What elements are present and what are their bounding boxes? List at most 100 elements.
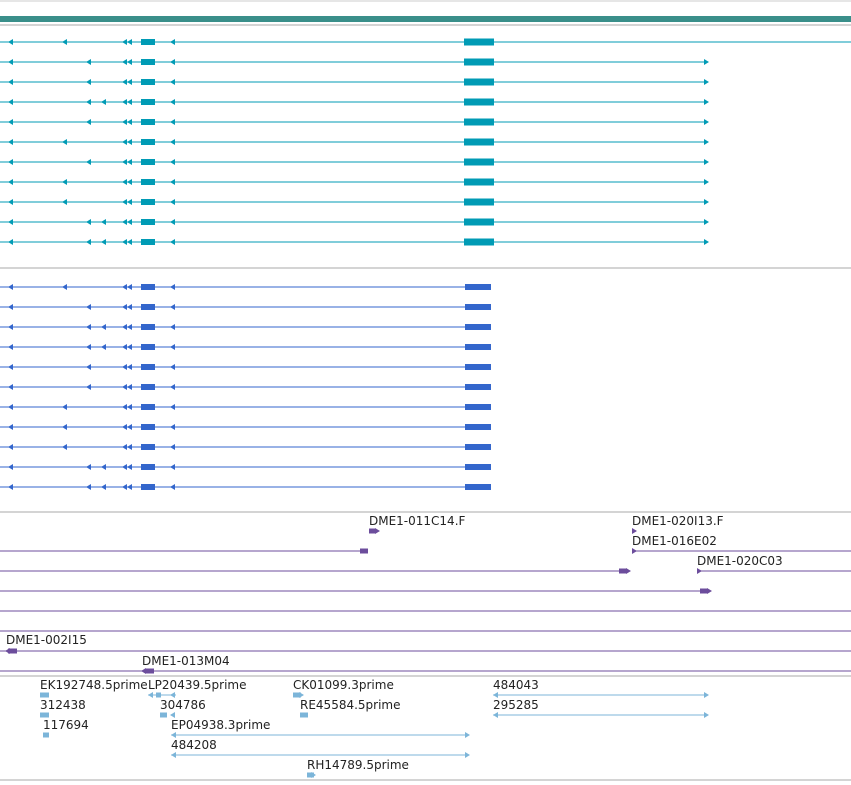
est-label-lp20439[interactable]: LP20439.5prime — [148, 678, 247, 692]
exon-arrow — [8, 79, 13, 85]
exon-arrow — [8, 179, 13, 185]
exon-block — [141, 119, 155, 125]
exon-arrow — [86, 384, 91, 390]
exon-block — [141, 484, 155, 490]
exon-arrow — [170, 219, 175, 225]
exon-block — [465, 484, 491, 490]
exon-arrow — [86, 99, 91, 105]
exon-arrow — [170, 99, 175, 105]
exon-arrow — [127, 179, 132, 185]
est-label-ep04938[interactable]: EP04938.3prime — [171, 718, 271, 732]
exon-arrow — [704, 79, 709, 85]
exon-arrow — [122, 99, 127, 105]
clone-label-020i13[interactable]: DME1-020I13.F — [632, 514, 724, 528]
exon-block — [464, 218, 494, 226]
exon-block — [141, 344, 155, 350]
exon-arrow — [704, 692, 709, 698]
exon-arrow — [127, 139, 132, 145]
clone-label-013m04[interactable]: DME1-013M04 — [142, 654, 230, 668]
exon-block — [300, 712, 308, 718]
exon-block — [40, 712, 49, 718]
exon-arrow — [170, 404, 175, 410]
exon-arrow — [170, 692, 175, 698]
exon-arrow — [704, 239, 709, 245]
clone-label-020c03[interactable]: DME1-020C03 — [697, 554, 783, 568]
exon-arrow — [170, 424, 175, 430]
exon-arrow — [8, 384, 13, 390]
exon-arrow — [8, 159, 13, 165]
exon-arrow — [127, 464, 132, 470]
exon-arrow — [170, 484, 175, 490]
est-label-484208[interactable]: 484208 — [171, 738, 217, 752]
exon-arrow — [170, 199, 175, 205]
exon-arrow — [170, 364, 175, 370]
exon-block — [464, 138, 494, 146]
exon-block — [43, 732, 49, 738]
exon-arrow — [62, 39, 67, 45]
exon-arrow — [62, 424, 67, 430]
est-label-re45584[interactable]: RE45584.5prime — [300, 698, 401, 712]
exon-block — [141, 284, 155, 290]
exon-arrow — [170, 179, 175, 185]
exon-arrow — [101, 464, 106, 470]
exon-arrow — [465, 752, 470, 758]
clone-label-016e02[interactable]: DME1-016E02 — [632, 534, 717, 548]
exon-block — [141, 324, 155, 330]
exon-arrow — [299, 692, 304, 698]
est-label-304786[interactable]: 304786 — [160, 698, 206, 712]
exon-arrow — [8, 464, 13, 470]
exon-block — [465, 364, 491, 370]
clone-label-011c14[interactable]: DME1-011C14.F — [369, 514, 466, 528]
clone-label-002i15[interactable]: DME1-002I15 — [6, 633, 87, 647]
est-label-ek192748[interactable]: EK192748.5prime — [40, 678, 148, 692]
exon-arrow — [122, 39, 127, 45]
exon-arrow — [170, 284, 175, 290]
exon-arrow — [62, 404, 67, 410]
est-label-484043[interactable]: 484043 — [493, 678, 539, 692]
est-label-312438[interactable]: 312438 — [40, 698, 86, 712]
exon-arrow — [170, 344, 175, 350]
est-label-rh14789[interactable]: RH14789.5prime — [307, 758, 409, 772]
exon-arrow — [8, 119, 13, 125]
region-band — [0, 16, 851, 22]
exon-arrow — [704, 139, 709, 145]
exon-block — [141, 59, 155, 65]
exon-arrow — [127, 199, 132, 205]
exon-arrow — [62, 179, 67, 185]
est-label-117694[interactable]: 117694 — [43, 718, 89, 732]
exon-arrow — [62, 199, 67, 205]
exon-block — [141, 304, 155, 310]
exon-arrow — [86, 159, 91, 165]
exon-arrow — [122, 79, 127, 85]
exon-block — [141, 79, 155, 85]
exon-arrow — [8, 304, 13, 310]
exon-arrow — [8, 39, 13, 45]
exon-arrow — [704, 179, 709, 185]
exon-arrow — [704, 199, 709, 205]
exon-arrow — [170, 159, 175, 165]
exon-block — [464, 38, 494, 46]
est-label-295285[interactable]: 295285 — [493, 698, 539, 712]
exon-arrow — [704, 59, 709, 65]
exon-arrow — [8, 344, 13, 350]
exon-block — [141, 199, 155, 205]
exon-arrow — [86, 304, 91, 310]
exon-arrow — [8, 424, 13, 430]
exon-arrow — [62, 139, 67, 145]
exon-block — [700, 588, 708, 594]
exon-arrow — [170, 712, 175, 718]
exon-arrow — [122, 344, 127, 350]
exon-block — [141, 464, 155, 470]
exon-block — [141, 179, 155, 185]
exon-block — [141, 384, 155, 390]
exon-arrow — [101, 99, 106, 105]
exon-arrow — [127, 304, 132, 310]
exon-block — [465, 384, 491, 390]
exon-arrow — [122, 364, 127, 370]
exon-block — [141, 444, 155, 450]
exon-arrow — [8, 364, 13, 370]
exon-block — [141, 159, 155, 165]
exon-arrow — [493, 692, 498, 698]
est-label-ck01099[interactable]: CK01099.3prime — [293, 678, 394, 692]
